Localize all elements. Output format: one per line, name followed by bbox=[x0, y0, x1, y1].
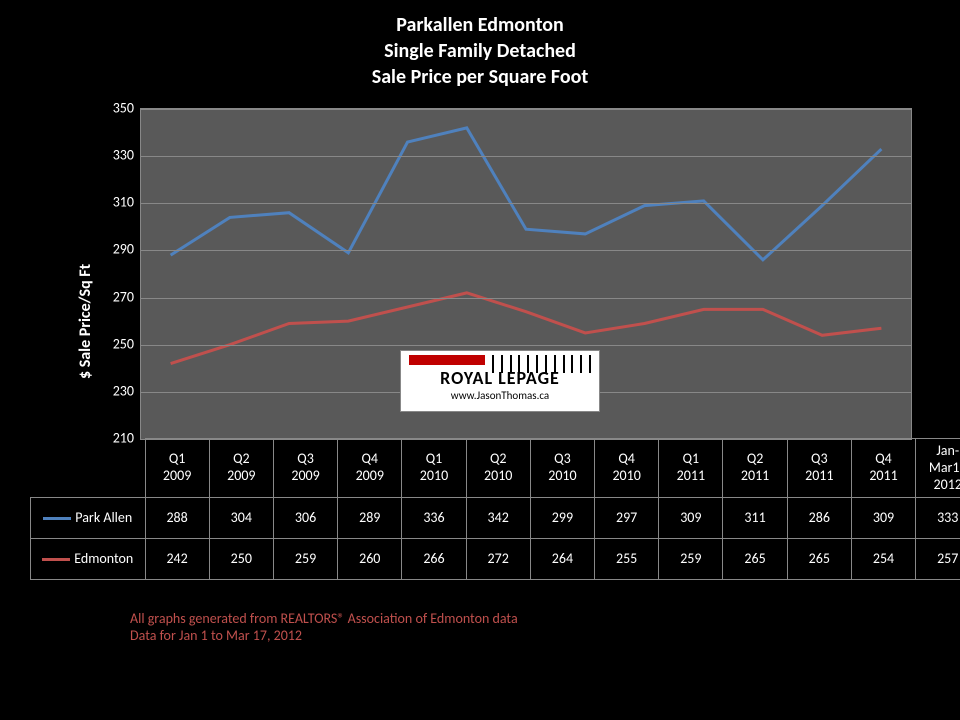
series-legend-cell: Edmonton bbox=[31, 539, 146, 580]
gridline bbox=[141, 250, 911, 251]
series-legend-cell: Park Allen bbox=[31, 498, 146, 539]
data-cell: 304 bbox=[209, 498, 273, 539]
category-header: Q3 2011 bbox=[787, 439, 851, 498]
y-axis-title: $ Sale Price/Sq Ft bbox=[76, 263, 95, 378]
royal-lepage-logo: ROYAL LEPAGE www.JasonThomas.ca bbox=[400, 350, 600, 412]
category-header: Q4 2010 bbox=[595, 439, 659, 498]
legend-line-icon bbox=[43, 517, 71, 520]
category-header: Q1 2009 bbox=[145, 439, 209, 498]
data-cell: 333 bbox=[916, 498, 960, 539]
data-cell: 342 bbox=[466, 498, 530, 539]
data-cell: 286 bbox=[787, 498, 851, 539]
footnote: All graphs generated from REALTORS® Asso… bbox=[130, 610, 518, 644]
data-cell: 336 bbox=[402, 498, 466, 539]
y-tick-label: 290 bbox=[94, 241, 134, 258]
category-header: Jan- Mar15 2012 bbox=[916, 439, 960, 498]
data-cell: 289 bbox=[338, 498, 402, 539]
chart-title: Parkallen Edmonton Single Family Detache… bbox=[0, 0, 960, 90]
y-tick-label: 210 bbox=[94, 430, 134, 447]
series-name: Edmonton bbox=[74, 550, 133, 567]
chart-container: Parkallen Edmonton Single Family Detache… bbox=[0, 0, 960, 720]
y-tick-label: 350 bbox=[94, 100, 134, 117]
data-cell: 306 bbox=[273, 498, 337, 539]
data-cell: 266 bbox=[402, 539, 466, 580]
y-tick-label: 270 bbox=[94, 288, 134, 305]
data-cell: 311 bbox=[723, 498, 787, 539]
data-cell: 309 bbox=[851, 498, 915, 539]
data-cell: 272 bbox=[466, 539, 530, 580]
legend-line-icon bbox=[42, 558, 70, 561]
data-cell: 288 bbox=[145, 498, 209, 539]
table-blank-corner bbox=[31, 439, 146, 498]
category-header: Q2 2009 bbox=[209, 439, 273, 498]
data-cell: 250 bbox=[209, 539, 273, 580]
series-name: Park Allen bbox=[75, 509, 132, 526]
series-line bbox=[171, 128, 882, 260]
gridline bbox=[141, 298, 911, 299]
data-cell: 309 bbox=[659, 498, 723, 539]
data-cell: 255 bbox=[595, 539, 659, 580]
category-header: Q4 2009 bbox=[338, 439, 402, 498]
data-cell: 265 bbox=[723, 539, 787, 580]
y-tick-label: 250 bbox=[94, 335, 134, 352]
title-line-2: Single Family Detached bbox=[384, 39, 576, 63]
logo-stripes-icon bbox=[492, 355, 591, 373]
title-line-3: Sale Price per Square Foot bbox=[372, 65, 589, 89]
category-header: Q1 2011 bbox=[659, 439, 723, 498]
category-header: Q2 2011 bbox=[723, 439, 787, 498]
data-cell: 259 bbox=[659, 539, 723, 580]
data-cell: 260 bbox=[338, 539, 402, 580]
data-cell: 297 bbox=[595, 498, 659, 539]
data-cell: 254 bbox=[851, 539, 915, 580]
data-cell: 265 bbox=[787, 539, 851, 580]
gridline bbox=[141, 109, 911, 110]
data-cell: 257 bbox=[916, 539, 960, 580]
y-tick-label: 330 bbox=[94, 147, 134, 164]
gridline bbox=[141, 203, 911, 204]
gridline bbox=[141, 345, 911, 346]
data-cell: 264 bbox=[530, 539, 594, 580]
category-header: Q1 2010 bbox=[402, 439, 466, 498]
data-cell: 242 bbox=[145, 539, 209, 580]
logo-red-bar bbox=[409, 355, 485, 365]
category-header: Q3 2010 bbox=[530, 439, 594, 498]
footnote-line-2: Data for Jan 1 to Mar 17, 2012 bbox=[130, 627, 302, 644]
category-header: Q3 2009 bbox=[273, 439, 337, 498]
title-line-1: Parkallen Edmonton bbox=[396, 13, 564, 37]
y-tick-label: 230 bbox=[94, 382, 134, 399]
y-tick-label: 310 bbox=[94, 194, 134, 211]
data-cell: 299 bbox=[530, 498, 594, 539]
data-cell: 259 bbox=[273, 539, 337, 580]
gridline bbox=[141, 156, 911, 157]
data-table: Q1 2009Q2 2009Q3 2009Q4 2009Q1 2010Q2 20… bbox=[30, 438, 960, 580]
footnote-line-1: All graphs generated from REALTORS® Asso… bbox=[130, 610, 518, 627]
category-header: Q2 2010 bbox=[466, 439, 530, 498]
category-header: Q4 2011 bbox=[851, 439, 915, 498]
logo-url-text: www.JasonThomas.ca bbox=[409, 389, 591, 402]
